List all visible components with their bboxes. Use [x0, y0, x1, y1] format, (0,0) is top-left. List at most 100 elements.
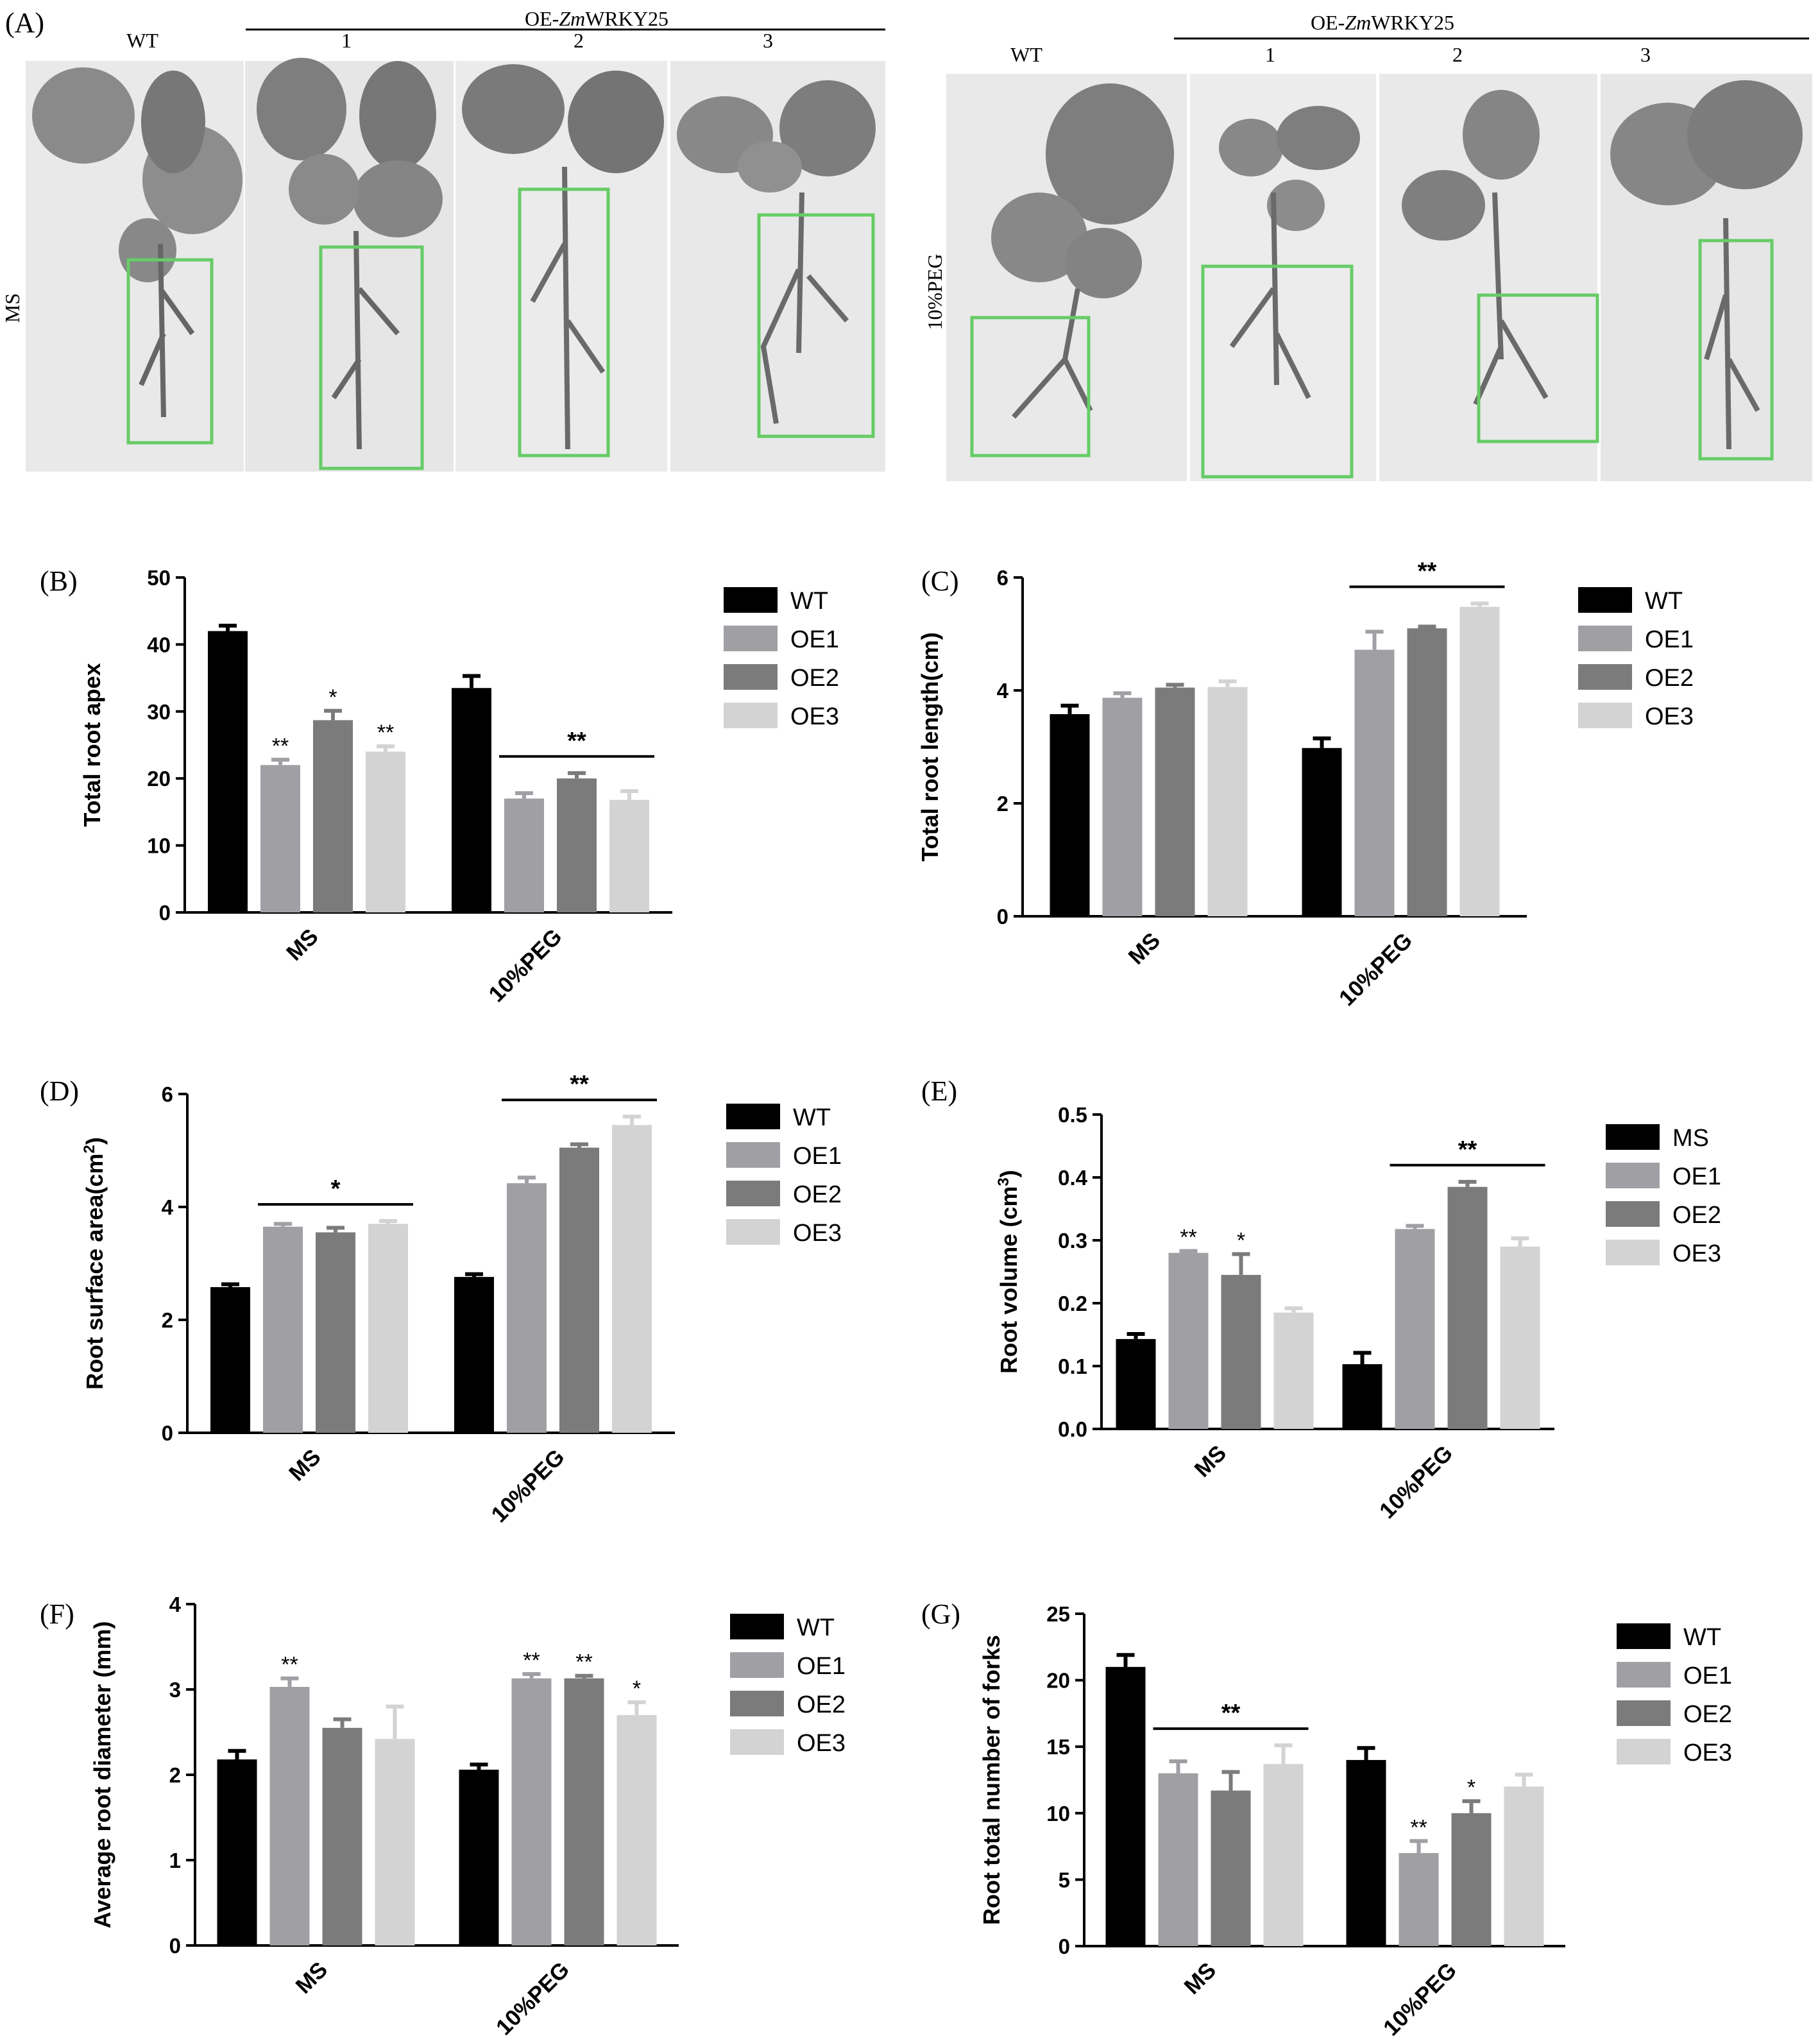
chart-e-y-axis-label-sup: 3 [995, 1177, 1012, 1186]
chart-f-category-label: 10%PEG [491, 1957, 574, 2040]
chart-d-bar-oe3 [612, 1125, 652, 1433]
panel-a-ms-oe3-leaf-3 [738, 141, 802, 192]
chart-b-legend-swatch-oe1 [724, 626, 778, 651]
chart-e-legend-label-oe2: OE2 [1672, 1202, 1721, 1229]
panel-a-ms-oe3-root-box [757, 213, 875, 438]
chart-e: (E) Root volume (cm3) 0.0 0.1 0.2 0.3 0.4 0.5 MS… [921, 1075, 1721, 1523]
panel-a-peg-group-label-italic: Zm [1345, 11, 1371, 34]
panel-a-ms-oe2-leaf-1 [462, 64, 565, 154]
panel-a-ms-oe1-root-box [319, 245, 424, 470]
panel-a-ms-oe3-leaf-2 [779, 80, 876, 176]
chart-e-legend-label-oe3: OE3 [1672, 1240, 1721, 1267]
chart-f-category-label: MS [291, 1957, 332, 1999]
chart-g: (G) Root total number of forks 0 5 10 15 20 25 M… [921, 1598, 1732, 2040]
panel-a-peg-oe3-leaf-2 [1687, 80, 1803, 189]
chart-d-bar-oe2 [559, 1147, 599, 1433]
chart-g-significance-label: ** [1221, 1700, 1241, 1727]
chart-e-bar-oe1 [1168, 1252, 1209, 1429]
chart-e-legend-label-ms: MS [1672, 1125, 1709, 1152]
chart-c-y-tick-label: 6 [997, 566, 1008, 590]
panel-a-ms-oe2-root-box [518, 187, 610, 457]
chart-e-y-axis-label: Root volume (cm3) [995, 1170, 1023, 1373]
chart-f-legend-label-wt: WT [797, 1614, 835, 1641]
chart-f-bar-oe3 [617, 1714, 657, 1945]
chart-g-legend-label-oe1: OE1 [1683, 1663, 1732, 1689]
panel-a-peg-oe3-root-box [1698, 239, 1774, 461]
chart-e-legend-swatch-oe1 [1606, 1163, 1660, 1188]
chart-b-category-label: 10%PEG [484, 924, 566, 1007]
chart-g-bar-oe1 [1158, 1773, 1198, 1946]
chart-b-y-tick-label: 0 [159, 901, 171, 925]
panel-a-ms-oe1-leaf-1 [257, 58, 346, 160]
panel-a-peg-oe3-root [1704, 218, 1760, 450]
chart-b-legend-label-wt: WT [790, 588, 828, 615]
panel-a-ms-wt-root-box [126, 258, 214, 445]
chart-g-bar-wt [1105, 1666, 1146, 1946]
chart-f-bar-oe2 [322, 1727, 362, 1945]
chart-g-significance-label: ** [1410, 1815, 1427, 1840]
panel-a-peg-oe1-leaf-3 [1267, 180, 1325, 231]
chart-d-y-axis-label: Root surface area(cm2) [81, 1137, 108, 1390]
chart-d-category-label: MS [284, 1444, 326, 1486]
chart-e-significance-label: ** [1180, 1226, 1196, 1250]
panel-a-peg-wt-root-box [970, 316, 1091, 457]
panel-a-peg-wt-leaf-1 [1046, 83, 1174, 225]
chart-d-significance-label: ** [570, 1071, 589, 1098]
chart-f-significance-label: * [633, 1677, 641, 1701]
chart-d-legend-swatch-oe1 [726, 1142, 780, 1168]
panel-a-peg-photo-oe2 [1379, 74, 1599, 481]
chart-g-bar-oe1 [1399, 1852, 1439, 1946]
chart-e-y-axis-label-suffix: ) [996, 1170, 1022, 1177]
panel-a-peg-photo-oe3 [1601, 74, 1812, 481]
panel-a-peg-oe2-leaf-2 [1402, 170, 1485, 241]
chart-c: (C) Total root length(cm) 0 2 4 6 MS 10%PEG ** WT… [917, 558, 1694, 1011]
chart-f-legend-label-oe3: OE3 [797, 1730, 846, 1757]
chart-c-legend-label-oe1: OE1 [1645, 626, 1694, 653]
panel-a-ms-oe2-root [530, 166, 606, 450]
chart-f-y-axis-label-main: Average root diameter (mm) [89, 1621, 115, 1929]
panel-a-peg-wt-label: WT [1010, 43, 1042, 66]
chart-b-legend-swatch-wt [724, 587, 778, 613]
chart-f-bar-wt [217, 1759, 257, 1945]
chart-c-bar-oe3 [1207, 687, 1248, 916]
panel-a-label: (A) [5, 7, 44, 38]
chart-c-y-axis-label-main: Total root length(cm) [917, 632, 943, 861]
chart-d-legend-swatch-oe2 [726, 1181, 780, 1206]
chart-e-bar-oe3 [1500, 1246, 1540, 1429]
chart-g-legend-label-oe3: OE3 [1683, 1740, 1732, 1766]
chart-f-y-tick-label: 1 [169, 1849, 181, 1872]
chart-c-legend-swatch-oe2 [1578, 664, 1632, 690]
chart-f-significance-label: ** [523, 1648, 540, 1673]
chart-e-bar-ms [1116, 1338, 1156, 1429]
panel-a-ms-oe1-root [331, 230, 400, 450]
chart-b-category-label: MS [282, 924, 323, 966]
chart-e-significance-label: * [1237, 1229, 1245, 1253]
chart-d-legend-swatch-oe3 [726, 1219, 780, 1245]
panel-a: (A) WT OE-ZmWRKY25 1 2 3 MS [1, 7, 1812, 481]
panel-a-ms-oe1-leaf-2 [359, 61, 436, 170]
panel-a-ms-photo-oe1 [245, 58, 454, 472]
chart-g-bar-wt [1346, 1759, 1386, 1946]
chart-d-bar-oe1 [263, 1226, 303, 1433]
chart-b-bar-wt [452, 688, 491, 912]
chart-d-y-axis-label-suffix: ) [81, 1137, 108, 1145]
chart-e-legend-swatch-oe2 [1606, 1201, 1660, 1227]
chart-d-bar-oe2 [316, 1232, 355, 1433]
panel-a-peg-wt-leaf-2 [991, 192, 1087, 282]
chart-d-bar-oe1 [507, 1183, 547, 1433]
panel-a-ms-photo-oe3 [670, 61, 885, 472]
chart-b-significance-label: ** [567, 728, 586, 755]
chart-d-panel-label: (D) [40, 1075, 79, 1107]
chart-f-legend-swatch-oe2 [730, 1691, 784, 1716]
chart-g-y-tick-label: 10 [1046, 1802, 1070, 1825]
panel-a-peg-oe1-root [1229, 192, 1311, 399]
panel-a-peg-oe2-root-box [1477, 293, 1599, 443]
chart-g-y-tick-label: 20 [1046, 1669, 1070, 1693]
panel-a-ms-group: WT OE-ZmWRKY25 1 2 3 MS [1, 7, 885, 472]
chart-d-legend-label-oe2: OE2 [793, 1181, 842, 1208]
chart-g-y-tick-label: 5 [1059, 1868, 1070, 1892]
chart-d-y-tick-label: 0 [162, 1421, 173, 1445]
chart-g-significance-label: * [1467, 1775, 1476, 1800]
panel-a-ms-oe1-leaf-3 [353, 160, 443, 237]
chart-e-y-tick-label: 0.4 [1058, 1166, 1088, 1190]
